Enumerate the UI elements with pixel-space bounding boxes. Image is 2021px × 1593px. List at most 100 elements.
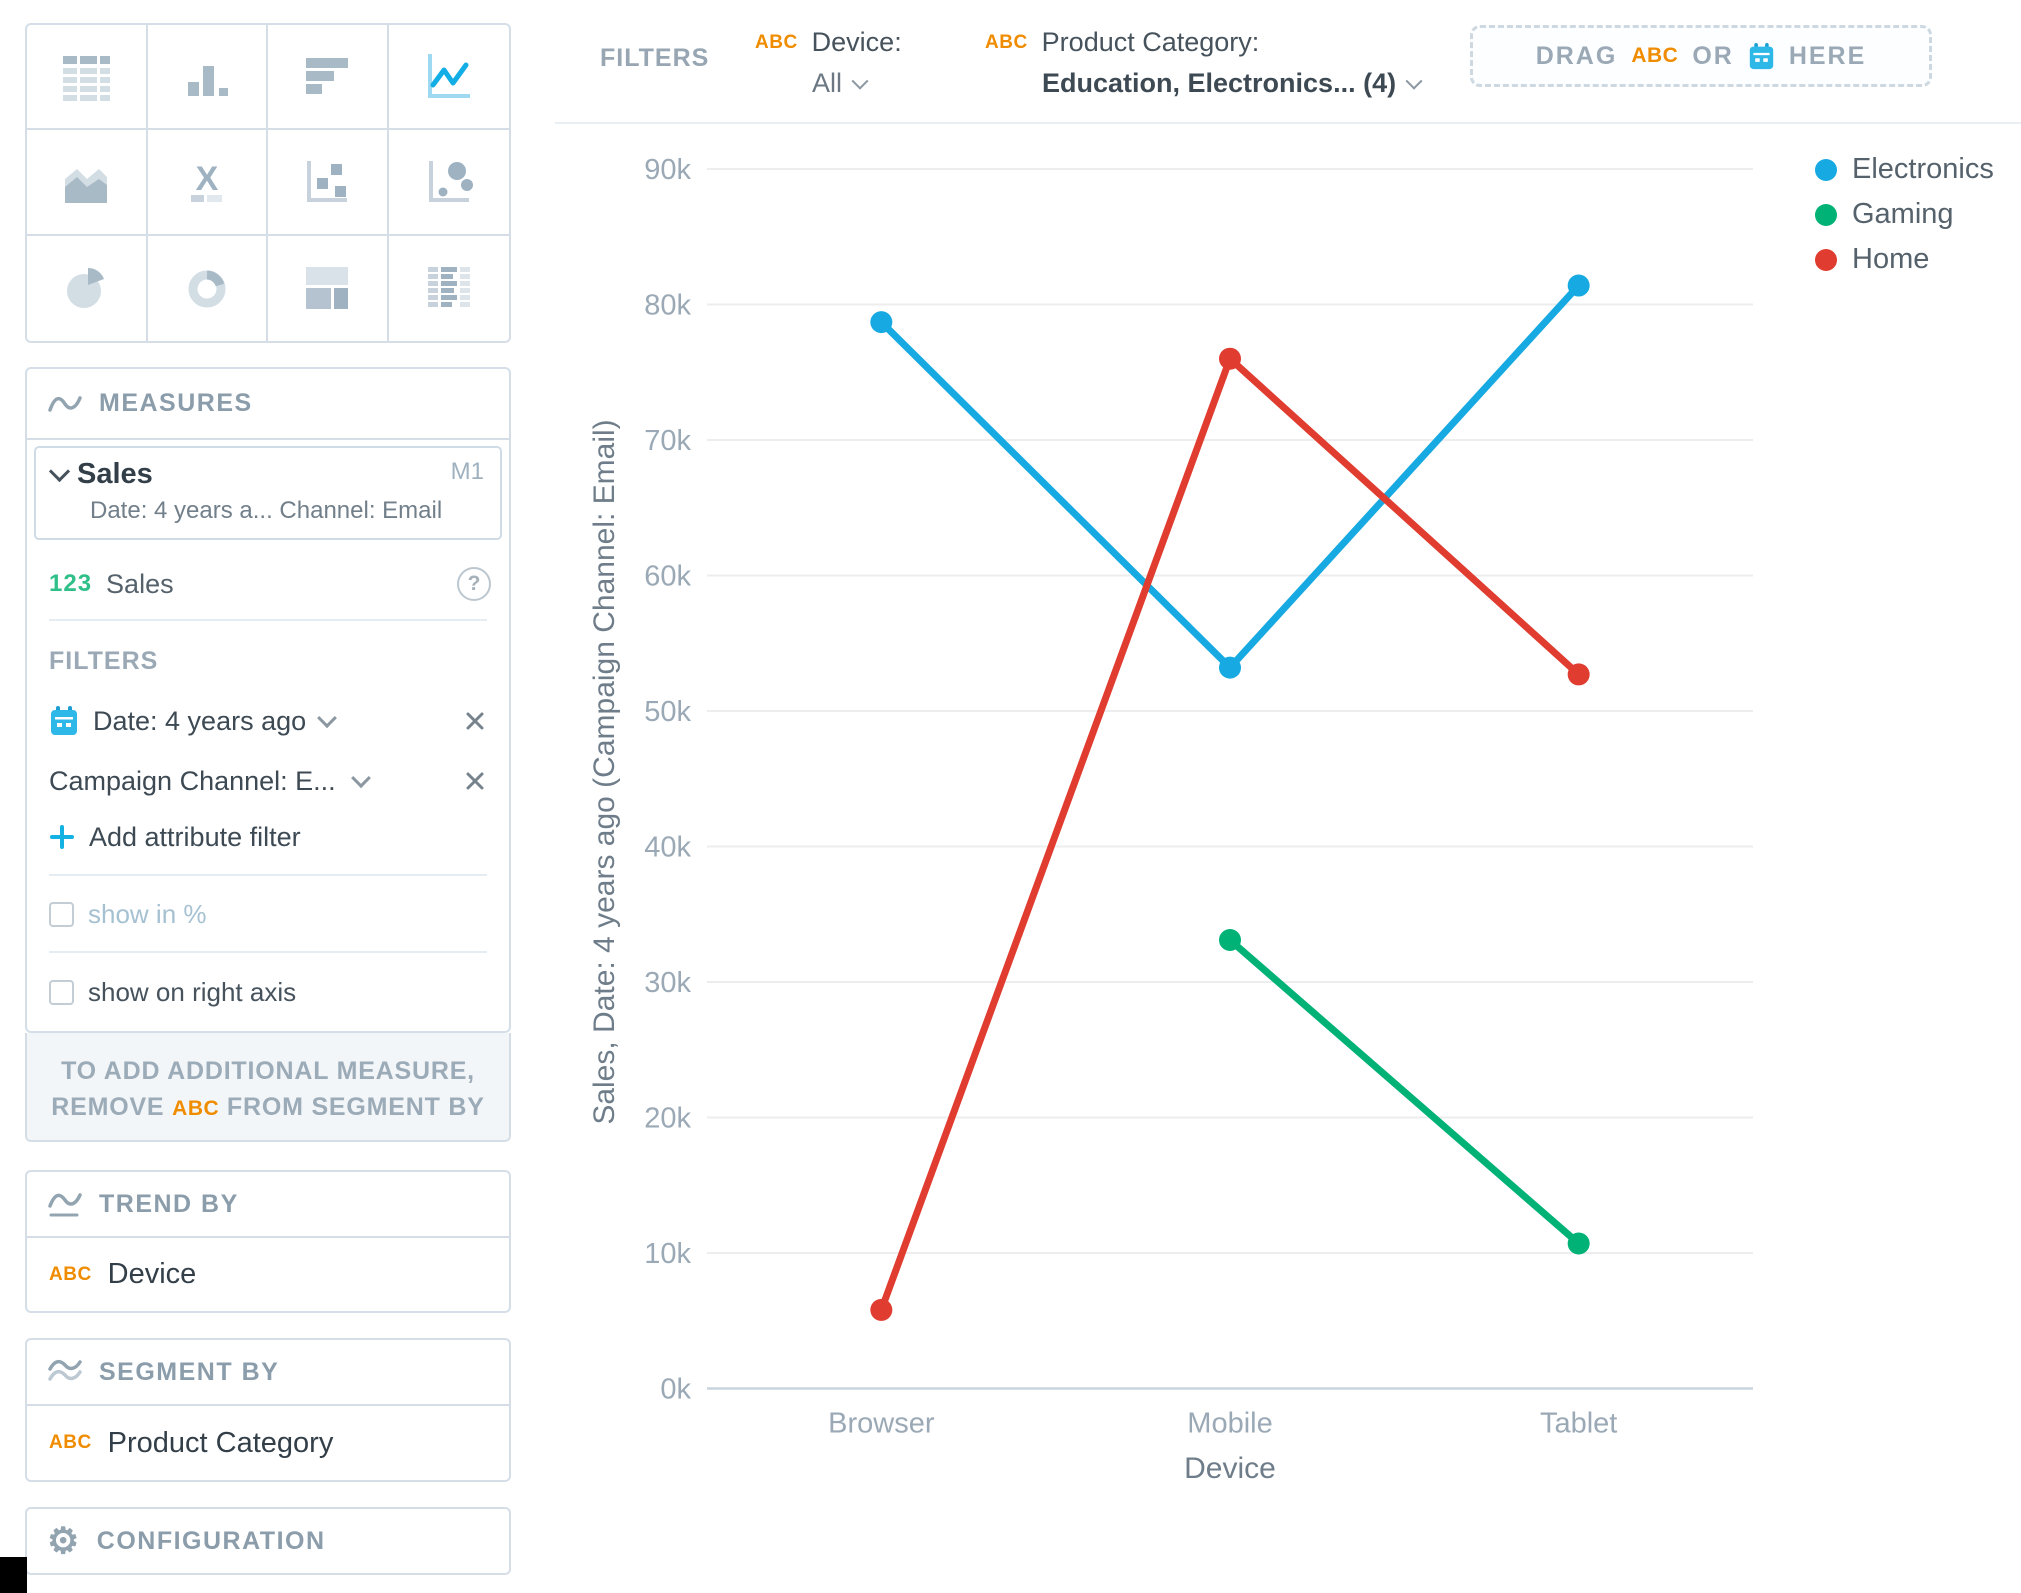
- pie-chart-icon: [67, 268, 105, 309]
- trend-by-header-label: TREND BY: [99, 1189, 239, 1218]
- headline-icon: X: [190, 160, 222, 202]
- svg-text:20k: 20k: [644, 1103, 691, 1135]
- device-filter-dropdown[interactable]: ABC Device: All: [755, 27, 902, 99]
- date-filter-row[interactable]: Date: 4 years ago: [27, 699, 509, 743]
- legend-dot-icon: [1815, 203, 1837, 226]
- add-attribute-filter-button[interactable]: Add attribute filter: [27, 815, 509, 859]
- divider: [49, 619, 487, 621]
- y-axis-title: Sales, Date: 4 years ago (Campaign Chann…: [588, 419, 621, 1125]
- filters-bar: FILTERS ABC Device: All ABC Product Cate…: [560, 0, 2021, 122]
- chevron-down-icon: [317, 708, 338, 729]
- segment-by-item-product-category[interactable]: ABC Product Category: [27, 1406, 509, 1480]
- numeric-field-icon: 123: [49, 570, 93, 597]
- collapse-caret-icon[interactable]: [48, 460, 71, 483]
- legend-item[interactable]: Home: [1815, 237, 1994, 282]
- configuration-panel[interactable]: ⚙ CONFIGURATION: [25, 1507, 511, 1575]
- chart-type-heatmap[interactable]: [389, 236, 510, 341]
- trend-by-item-device[interactable]: ABC Device: [27, 1238, 509, 1311]
- chart-type-scatter[interactable]: [268, 130, 389, 236]
- line-chart: 0k 10k 20k 30k 40k 50k 60k 70k 80k 90k Browser Mobi…: [560, 120, 2021, 1593]
- svg-text:90k: 90k: [644, 154, 691, 186]
- legend-item[interactable]: Gaming: [1815, 192, 1994, 237]
- dropzone-or-label: OR: [1692, 41, 1734, 70]
- add-attribute-filter-label: Add attribute filter: [89, 821, 301, 852]
- date-filter-label: Date: 4 years ago: [93, 705, 307, 736]
- chart-type-column[interactable]: [147, 25, 268, 131]
- x-axis-title: Device: [1184, 1452, 1276, 1485]
- svg-text:30k: 30k: [644, 967, 691, 999]
- attribute-filter-row[interactable]: Campaign Channel: E...: [27, 759, 509, 803]
- hint-line2: REMOVE ABC FROM SEGMENT BY: [51, 1093, 485, 1121]
- chevron-down-icon: [851, 72, 869, 90]
- abc-attribute-icon: ABC: [755, 31, 798, 53]
- show-in-percent-checkbox[interactable]: [49, 901, 74, 927]
- gear-icon: ⚙: [47, 1520, 81, 1561]
- measure-field-row[interactable]: 123 Sales ?: [27, 559, 509, 609]
- chevron-down-icon: [350, 768, 371, 789]
- svg-text:60k: 60k: [644, 561, 691, 593]
- svg-text:Mobile: Mobile: [1187, 1408, 1272, 1440]
- measures-panel: MEASURES Sales M1 Date: 4 years a... Cha…: [25, 367, 511, 1033]
- topbar-divider: [555, 122, 2021, 124]
- product-category-filter-dropdown[interactable]: ABC Product Category: Education, Electro…: [985, 27, 1423, 99]
- chart-type-headline[interactable]: X: [147, 130, 268, 236]
- measure-badge: M1: [450, 458, 484, 485]
- remove-date-filter-button[interactable]: [463, 709, 487, 733]
- chevron-down-icon: [1405, 72, 1423, 90]
- attribute-filter-label: Campaign Channel: E...: [49, 765, 336, 796]
- chart-type-donut[interactable]: [148, 235, 268, 341]
- measures-icon: [48, 395, 82, 412]
- measure-item-sales[interactable]: Sales M1 Date: 4 years a... Channel: Ema…: [34, 446, 502, 540]
- chart-type-area[interactable]: [27, 130, 148, 236]
- help-icon[interactable]: ?: [457, 567, 491, 601]
- area-chart-icon: [65, 168, 108, 203]
- chart-type-table[interactable]: [27, 25, 148, 131]
- abc-attribute-icon: ABC: [1631, 44, 1679, 67]
- svg-text:80k: 80k: [644, 290, 691, 322]
- plus-icon: [50, 825, 74, 849]
- scatter-plot-icon: [307, 160, 348, 202]
- calendar-icon: [51, 706, 77, 735]
- show-in-percent-row[interactable]: show in %: [27, 889, 509, 939]
- abc-attribute-icon: ABC: [49, 1432, 92, 1453]
- chart-type-bubble[interactable]: [388, 130, 509, 236]
- show-on-right-axis-row[interactable]: show on right axis: [27, 967, 509, 1017]
- measure-filters-label: FILTERS: [49, 646, 159, 675]
- segment-by-icon: [48, 1359, 82, 1381]
- chart-type-treemap[interactable]: [268, 235, 389, 341]
- configuration-header-label: CONFIGURATION: [96, 1526, 326, 1555]
- svg-text:X: X: [195, 160, 218, 198]
- show-on-right-axis-checkbox[interactable]: [49, 979, 74, 1005]
- chart-type-line[interactable]: [388, 25, 509, 131]
- chart-type-pie[interactable]: [27, 235, 148, 341]
- filters-bar-label: FILTERS: [600, 44, 710, 72]
- abc-attribute-icon: ABC: [172, 1097, 220, 1120]
- svg-text:50k: 50k: [644, 696, 691, 728]
- filter-drop-zone[interactable]: DRAG ABC OR HERE: [1470, 25, 1932, 87]
- table-icon: [63, 55, 111, 101]
- screenshot-artifact: [0, 1557, 27, 1593]
- donut-chart-icon: [188, 270, 226, 308]
- legend-label: Gaming: [1852, 198, 1954, 230]
- segment-by-header-label: SEGMENT BY: [99, 1357, 280, 1386]
- svg-text:70k: 70k: [644, 425, 691, 457]
- device-filter-value: All: [812, 68, 843, 98]
- product-category-filter-value: Education, Electronics... (4): [1042, 68, 1397, 98]
- legend-item[interactable]: Electronics: [1815, 147, 1994, 192]
- close-icon: [466, 772, 484, 790]
- chart-type-bar[interactable]: [268, 25, 389, 131]
- remove-attribute-filter-button[interactable]: [463, 769, 487, 793]
- column-chart-icon: [187, 65, 228, 96]
- measure-subtitle: Date: 4 years a... Channel: Email: [90, 497, 443, 524]
- bar-chart-icon: [306, 57, 349, 94]
- svg-text:Browser: Browser: [828, 1408, 935, 1440]
- trend-by-item-label: Device: [107, 1258, 197, 1290]
- svg-text:0k: 0k: [660, 1374, 691, 1406]
- segment-by-panel: SEGMENT BY ABC Product Category: [25, 1338, 511, 1482]
- chart-legend: Electronics Gaming Home: [1815, 147, 1994, 282]
- abc-attribute-icon: ABC: [985, 31, 1028, 53]
- bubble-chart-icon: [428, 160, 473, 202]
- svg-text:Tablet: Tablet: [1540, 1408, 1617, 1440]
- legend-dot-icon: [1815, 248, 1837, 271]
- measure-title: Sales: [77, 458, 153, 490]
